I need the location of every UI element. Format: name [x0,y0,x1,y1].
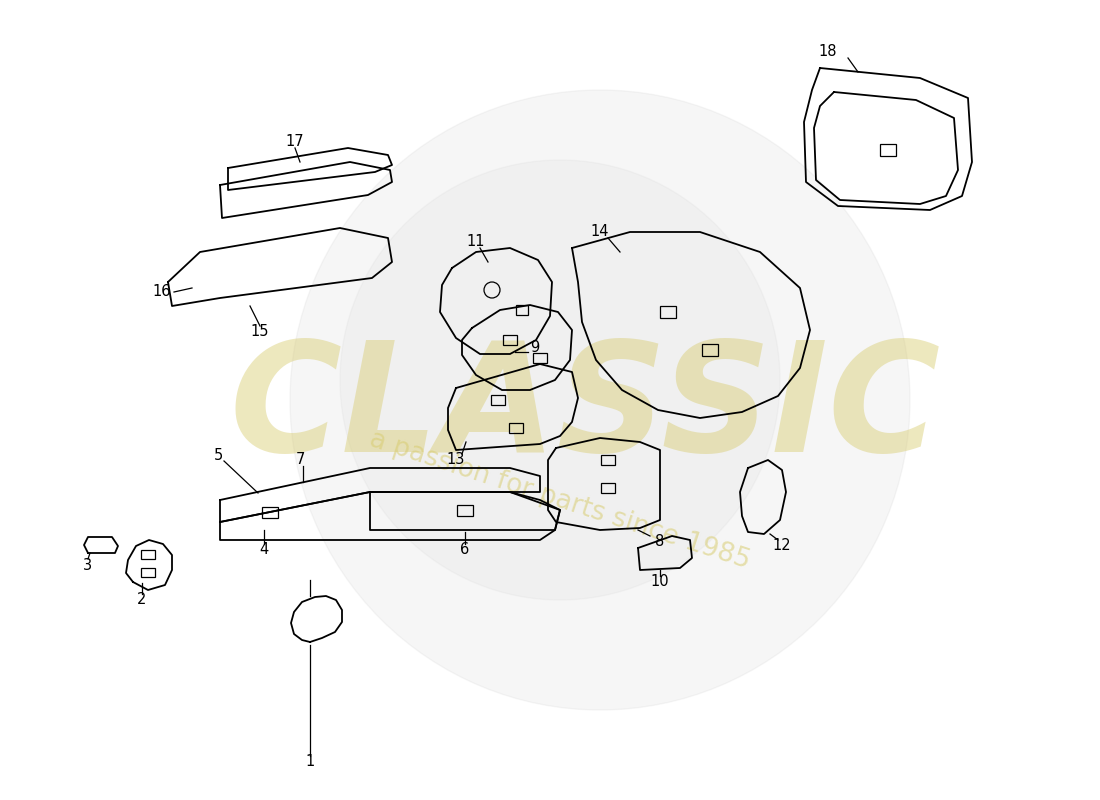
Bar [262,506,278,518]
Text: 10: 10 [651,574,669,590]
Text: 9: 9 [530,341,540,355]
Text: 11: 11 [466,234,485,250]
Text: 4: 4 [260,542,268,558]
Text: 17: 17 [286,134,305,150]
Bar [456,505,473,515]
Text: CLASSIC: CLASSIC [230,335,940,485]
Text: 8: 8 [656,534,664,550]
Bar [509,423,522,433]
Circle shape [340,160,780,600]
Text: a passion for parts since 1985: a passion for parts since 1985 [366,426,754,574]
Bar [141,567,155,577]
Bar [503,335,517,345]
Text: 18: 18 [818,45,837,59]
Bar [141,550,155,558]
Text: 1: 1 [306,754,315,770]
Text: 2: 2 [138,593,146,607]
Bar [534,353,547,363]
Bar [880,144,896,156]
Bar [702,344,718,356]
Text: 5: 5 [213,447,222,462]
Text: 7: 7 [295,453,305,467]
Bar [601,455,615,465]
Text: 13: 13 [447,453,465,467]
Bar [491,395,505,405]
Text: 14: 14 [591,225,609,239]
Bar [660,306,676,318]
Bar [601,483,615,493]
Text: 3: 3 [84,558,92,573]
Text: 6: 6 [461,542,470,558]
Text: 16: 16 [153,285,172,299]
Circle shape [290,90,910,710]
Bar [516,305,528,315]
Text: 15: 15 [251,325,270,339]
Text: 12: 12 [772,538,791,554]
